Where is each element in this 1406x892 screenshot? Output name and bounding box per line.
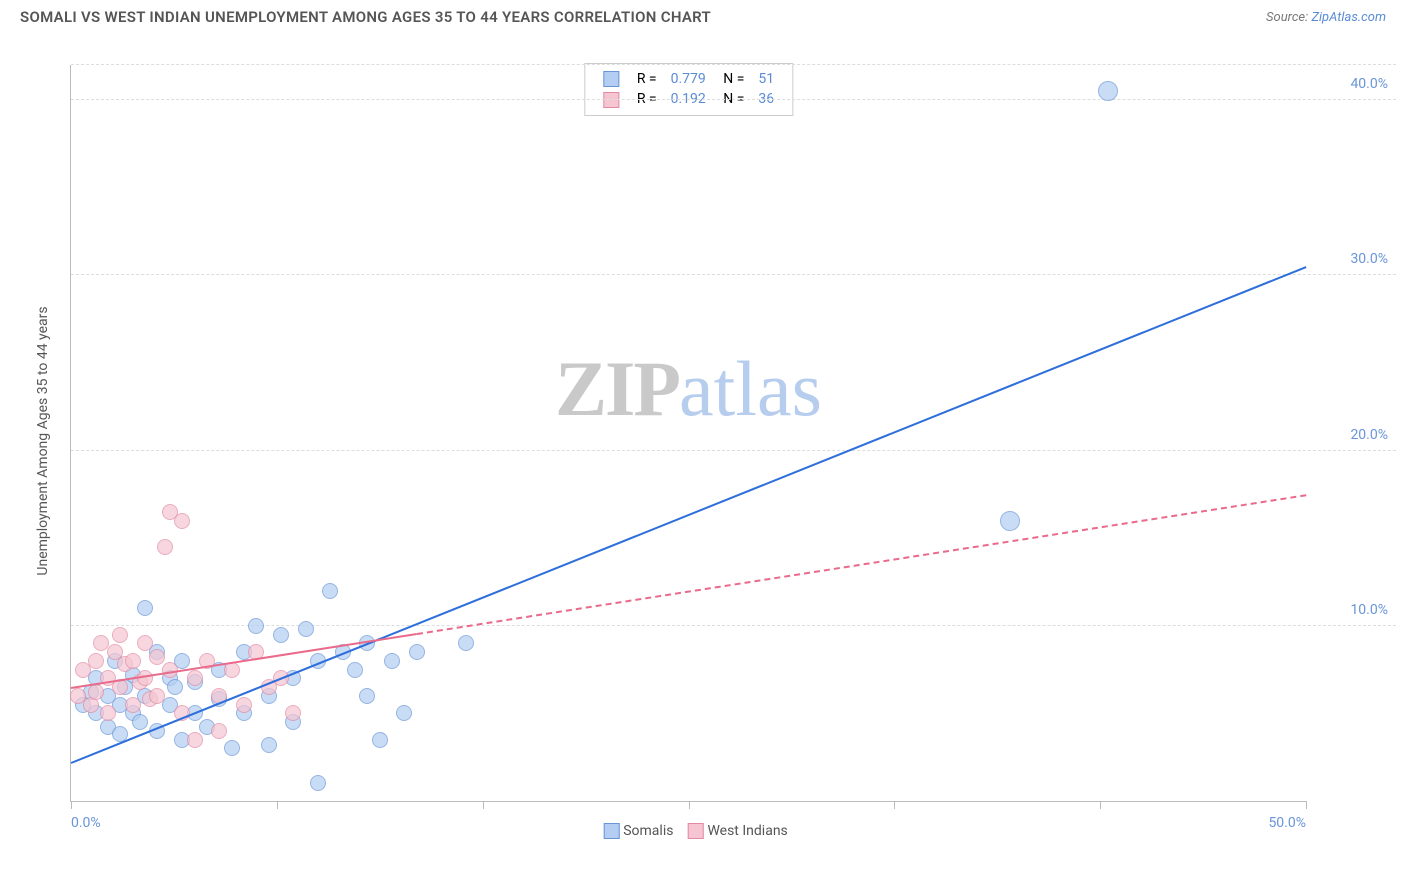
data-point: [285, 705, 301, 721]
data-point: [187, 670, 203, 686]
x-tick: [689, 801, 690, 809]
data-point: [174, 513, 190, 529]
legend-label: West Indians: [707, 823, 787, 839]
data-point: [261, 737, 277, 753]
chart-container: Unemployment Among Ages 35 to 44 years Z…: [45, 40, 1396, 842]
data-point: [157, 539, 173, 555]
watermark: ZIPatlas: [555, 344, 822, 434]
data-point: [88, 684, 104, 700]
data-point: [1000, 511, 1020, 531]
data-point: [132, 714, 148, 730]
legend-swatch: [687, 823, 703, 839]
x-tick: [1306, 801, 1307, 809]
data-point: [125, 697, 141, 713]
data-point: [359, 688, 375, 704]
gridline: [71, 625, 1396, 626]
data-point: [236, 697, 252, 713]
data-point: [409, 644, 425, 660]
data-point: [322, 583, 338, 599]
data-point: [458, 635, 474, 651]
legend-label: Somalis: [623, 823, 673, 839]
data-point: [112, 627, 128, 643]
plot-area: ZIPatlas R =0.779 N =51R =0.192 N =36 So…: [70, 65, 1306, 802]
x-tick: [483, 801, 484, 809]
data-point: [93, 635, 109, 651]
x-tick: [894, 801, 895, 809]
x-tick-label: 0.0%: [71, 815, 101, 831]
data-point: [125, 653, 141, 669]
trend-line: [417, 494, 1306, 635]
data-point: [137, 600, 153, 616]
gridline: [71, 64, 1396, 65]
legend-swatch: [603, 71, 619, 87]
legend-r-value: 0.779: [665, 70, 712, 88]
data-point: [248, 618, 264, 634]
data-point: [88, 653, 104, 669]
x-tick: [71, 801, 72, 809]
y-tick-label: 10.0%: [1350, 602, 1388, 618]
y-tick-label: 20.0%: [1350, 427, 1388, 443]
data-point: [167, 679, 183, 695]
legend-n-label: N =: [714, 70, 751, 88]
legend-row: R =0.779 N =51: [597, 70, 780, 88]
source-attribution: Source: ZipAtlas.com: [1266, 10, 1386, 25]
data-point: [273, 627, 289, 643]
data-point: [1098, 81, 1118, 101]
data-point: [149, 688, 165, 704]
data-point: [310, 775, 326, 791]
data-point: [137, 670, 153, 686]
data-point: [384, 653, 400, 669]
data-point: [187, 732, 203, 748]
chart-title: SOMALI VS WEST INDIAN UNEMPLOYMENT AMONG…: [20, 8, 711, 26]
trend-line: [71, 267, 1307, 765]
legend-n-value: 51: [752, 70, 780, 88]
x-tick: [277, 801, 278, 809]
series-legend: Somalis West Indians: [589, 823, 788, 839]
data-point: [347, 662, 363, 678]
data-point: [224, 740, 240, 756]
gridline: [71, 274, 1396, 275]
gridline: [71, 450, 1396, 451]
data-point: [149, 649, 165, 665]
data-point: [137, 635, 153, 651]
y-tick-label: 30.0%: [1350, 251, 1388, 267]
legend-r-label: R =: [631, 70, 663, 88]
data-point: [372, 732, 388, 748]
data-point: [396, 705, 412, 721]
legend-swatch: [603, 823, 619, 839]
y-tick-label: 40.0%: [1350, 76, 1388, 92]
correlation-legend: R =0.779 N =51R =0.192 N =36: [584, 63, 793, 116]
x-tick: [1100, 801, 1101, 809]
source-link[interactable]: ZipAtlas.com: [1311, 10, 1386, 25]
data-point: [100, 705, 116, 721]
data-point: [298, 621, 314, 637]
data-point: [211, 723, 227, 739]
gridline: [71, 99, 1396, 100]
x-tick-label: 50.0%: [1268, 815, 1306, 831]
